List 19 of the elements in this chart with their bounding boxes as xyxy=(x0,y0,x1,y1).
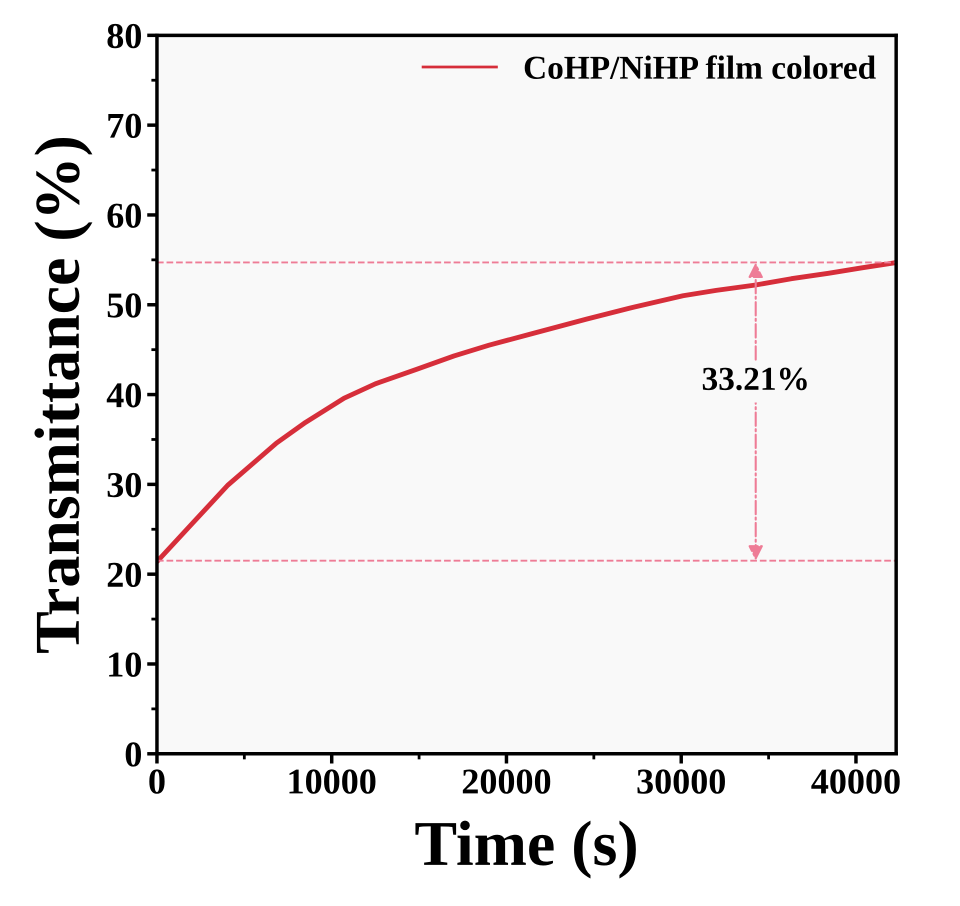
annotation: 33.21% xyxy=(702,368,807,390)
y-tick-label: 20 xyxy=(108,562,141,588)
y-tick-label: 60 xyxy=(108,203,141,228)
y-tick-label: 30 xyxy=(108,472,141,498)
x-tick-label: 20000 xyxy=(462,769,550,794)
y-tick-label: 70 xyxy=(108,114,141,138)
y-tick-label: 0 xyxy=(126,742,141,767)
x-axis-title: Time (s) xyxy=(415,820,636,879)
y-tick-label: 10 xyxy=(109,652,141,677)
y-tick-label: 50 xyxy=(108,293,141,318)
x-tick-label: 40000 xyxy=(811,769,900,794)
x-tick-label: 0 xyxy=(149,769,165,794)
x-tick-label: 30000 xyxy=(637,769,725,794)
line-series xyxy=(156,260,896,564)
y-tick-label: 80 xyxy=(107,24,141,48)
y-axis-title: Transmittance (%) xyxy=(34,138,92,653)
x-tick-label: 10000 xyxy=(289,769,376,794)
legend-label: CoHP/NiHP film colored xyxy=(524,55,876,79)
y-tick-label: 40 xyxy=(106,383,141,408)
